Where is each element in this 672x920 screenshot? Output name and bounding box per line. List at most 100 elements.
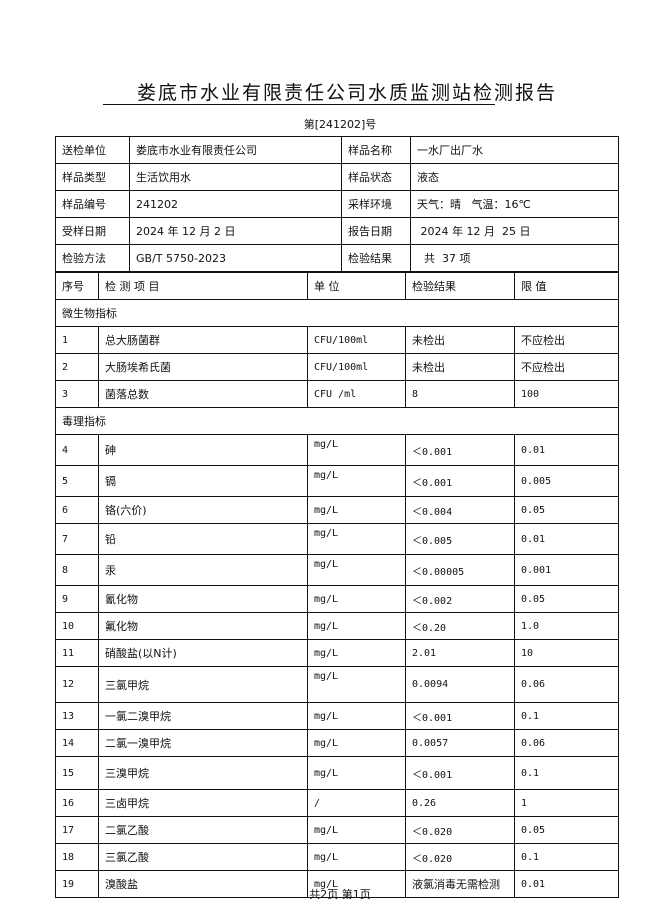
row-unit: / <box>307 789 406 817</box>
info-value: 241202 <box>129 190 342 218</box>
table-row: 12 三氯甲烷 mg/L 0.0094 0.06 <box>55 666 619 703</box>
info-label: 采样环境 <box>341 190 411 218</box>
row-limit: 1.0 <box>514 612 619 640</box>
title-underline <box>103 104 495 105</box>
row-index: 18 <box>55 843 99 871</box>
row-item: 三氯甲烷 <box>98 666 308 703</box>
info-label: 样品类型 <box>55 163 130 191</box>
row-index: 9 <box>55 585 99 613</box>
info-value: 娄底市水业有限责任公司 <box>129 136 342 164</box>
row-index: 19 <box>55 870 99 898</box>
row-item: 汞 <box>98 554 308 586</box>
row-unit: mg/L <box>307 843 406 871</box>
report-number: 第[241202]号 <box>303 118 377 131</box>
row-item: 二氯乙酸 <box>98 816 308 844</box>
row-item: 铬(六价) <box>98 496 308 524</box>
info-row: 样品编号 241202 采样环境 天气：晴 气温：16℃ <box>55 190 619 218</box>
info-value: 天气：晴 气温：16℃ <box>410 190 619 218</box>
sample-info-table: 送检单位 娄底市水业有限责任公司 样品名称 一水厂出厂水 样品类型 生活饮用水 样品状态 液态… <box>55 136 619 272</box>
row-limit: 0.05 <box>514 496 619 524</box>
info-label: 检验结果 <box>341 244 411 272</box>
row-limit: 0.1 <box>514 756 619 790</box>
row-index: 17 <box>55 816 99 844</box>
info-value: 液态 <box>410 163 619 191</box>
row-result: ＜0.20 <box>405 612 515 640</box>
row-result: 0.0094 <box>405 666 515 703</box>
info-value: 2024 年 12 月 2 日 <box>129 217 342 245</box>
section-row: 毒理指标 <box>55 407 619 435</box>
info-label: 受样日期 <box>55 217 130 245</box>
row-item: 氰化物 <box>98 585 308 613</box>
row-index: 16 <box>55 789 99 817</box>
row-unit: mg/L <box>307 702 406 730</box>
row-limit: 0.05 <box>514 816 619 844</box>
row-index: 15 <box>55 756 99 790</box>
row-unit: CFU /ml <box>307 380 406 408</box>
row-item: 铅 <box>98 523 308 555</box>
row-result: ＜0.001 <box>405 434 515 466</box>
row-unit: mg/L <box>307 434 406 466</box>
table-row: 6 铬(六价) mg/L ＜0.004 0.05 <box>55 496 619 524</box>
row-limit: 0.01 <box>514 523 619 555</box>
row-limit: 0.06 <box>514 666 619 703</box>
row-index: 13 <box>55 702 99 730</box>
row-item: 三氯乙酸 <box>98 843 308 871</box>
row-index: 10 <box>55 612 99 640</box>
row-unit: mg/L <box>307 585 406 613</box>
row-index: 1 <box>55 326 99 354</box>
row-item: 三卤甲烷 <box>98 789 308 817</box>
row-result: 8 <box>405 380 515 408</box>
row-item: 三溴甲烷 <box>98 756 308 790</box>
row-index: 6 <box>55 496 99 524</box>
row-unit: mg/L <box>307 554 406 586</box>
row-limit: 10 <box>514 639 619 667</box>
table-row: 4 砷 mg/L ＜0.001 0.01 <box>55 434 619 466</box>
row-limit: 0.05 <box>514 585 619 613</box>
table-row: 18 三氯乙酸 mg/L ＜0.020 0.1 <box>55 843 619 871</box>
row-unit: mg/L <box>307 639 406 667</box>
row-unit: mg/L <box>307 612 406 640</box>
row-result: ＜0.004 <box>405 496 515 524</box>
row-unit: mg/L <box>307 729 406 757</box>
info-value: 一水厂出厂水 <box>410 136 619 164</box>
table-row: 11 硝酸盐(以N计) mg/L 2.01 10 <box>55 639 619 667</box>
table-row: 10 氟化物 mg/L ＜0.20 1.0 <box>55 612 619 640</box>
col-header-index: 序号 <box>55 272 99 300</box>
info-value: 共 37 项 <box>410 244 619 272</box>
info-row: 受样日期 2024 年 12 月 2 日报告日期 2024 年 12 月 25 日 <box>55 217 619 245</box>
row-item: 氟化物 <box>98 612 308 640</box>
col-header-limit: 限 值 <box>514 272 619 300</box>
row-index: 2 <box>55 353 99 381</box>
row-result: ＜0.020 <box>405 843 515 871</box>
row-result: ＜0.002 <box>405 585 515 613</box>
row-result: ＜0.00005 <box>405 554 515 586</box>
table-row: 1 总大肠菌群 CFU/100ml 未检出 不应检出 <box>55 326 619 354</box>
row-unit: CFU/100ml <box>307 353 406 381</box>
page-footer: 共2页 第1页 <box>309 888 371 901</box>
row-item: 砷 <box>98 434 308 466</box>
row-result: 0.0057 <box>405 729 515 757</box>
row-limit: 100 <box>514 380 619 408</box>
row-result: ＜0.020 <box>405 816 515 844</box>
info-value: GB/T 5750-2023 <box>129 244 342 272</box>
row-limit: 1 <box>514 789 619 817</box>
table-row: 2 大肠埃希氏菌 CFU/100ml 未检出 不应检出 <box>55 353 619 381</box>
row-limit: 0.06 <box>514 729 619 757</box>
report-title: 娄底市水业有限责任公司水质监测站检测报告 <box>136 82 557 104</box>
info-label: 样品状态 <box>341 163 411 191</box>
col-header-item: 检 测 项 目 <box>98 272 308 300</box>
row-item: 一氯二溴甲烷 <box>98 702 308 730</box>
info-value: 生活饮用水 <box>129 163 342 191</box>
row-item: 二氯一溴甲烷 <box>98 729 308 757</box>
info-value: 2024 年 12 月 25 日 <box>410 217 619 245</box>
row-index: 7 <box>55 523 99 555</box>
row-result: 2.01 <box>405 639 515 667</box>
info-row: 检验方法 GB/T 5750-2023 检验结果 共 37 项 <box>55 244 619 272</box>
info-label: 样品名称 <box>341 136 411 164</box>
row-limit: 0.1 <box>514 702 619 730</box>
row-result: ＜0.001 <box>405 465 515 497</box>
section-row: 微生物指标 <box>55 299 619 327</box>
table-row: 15 三溴甲烷 mg/L ＜0.001 0.1 <box>55 756 619 790</box>
row-limit: 不应检出 <box>514 353 619 381</box>
row-index: 12 <box>55 666 99 703</box>
